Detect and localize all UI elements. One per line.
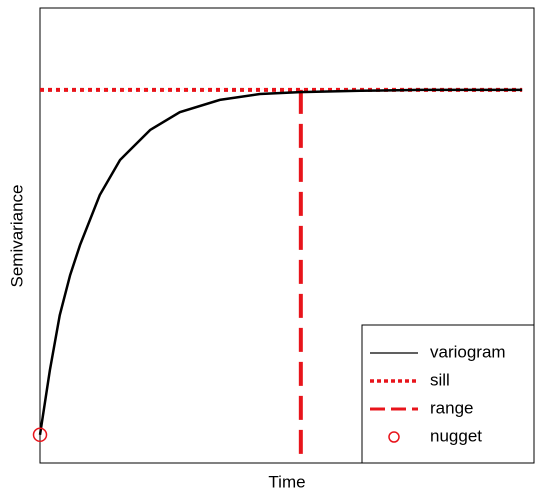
variogram-line <box>38 88 523 435</box>
legend-label: nugget <box>430 426 482 445</box>
legend-swatch <box>388 431 400 443</box>
legend-label: sill <box>430 370 450 389</box>
plot-box <box>39 7 535 464</box>
x-axis-label: Time <box>268 472 305 491</box>
legend-label: variogram <box>430 342 506 361</box>
nugget-point <box>32 427 48 443</box>
legend-label: range <box>430 398 473 417</box>
y-axis-label: Semivariance <box>7 185 26 288</box>
